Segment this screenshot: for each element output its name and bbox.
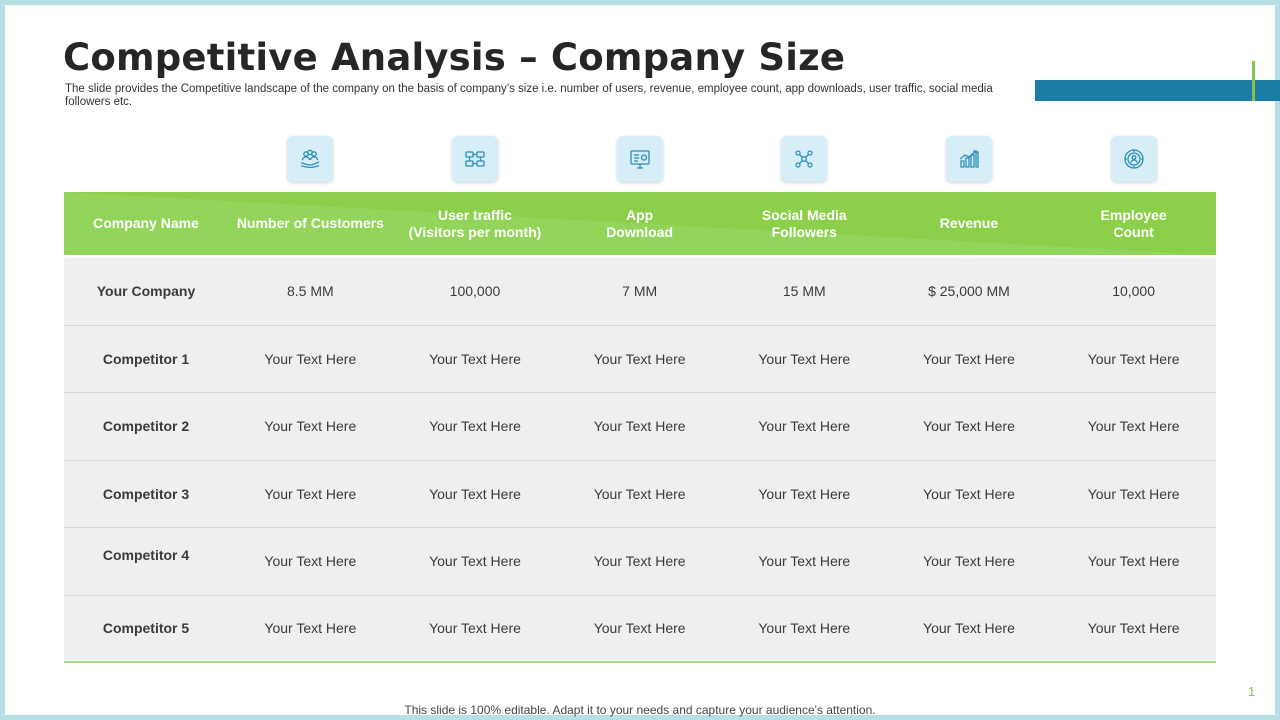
competitive-table: Company Name Number of Customers User tr… bbox=[64, 192, 1216, 663]
table-cell: Your Text Here bbox=[593, 553, 686, 570]
table-cell: Your Text Here bbox=[429, 418, 521, 435]
table-cell: Your Text Here bbox=[1087, 553, 1180, 570]
table-cell: Your Text Here bbox=[264, 350, 357, 367]
customers-icon bbox=[287, 136, 334, 182]
header-shade bbox=[64, 192, 1216, 255]
table-cell: $ 25,000 MM bbox=[928, 283, 1010, 300]
header-number-of-customers: Number of Customers bbox=[236, 215, 384, 231]
table-row: Competitor 2 Your Text Here Your Text He… bbox=[64, 393, 1216, 461]
table-cell: Your Text Here bbox=[593, 418, 686, 435]
table-cell: Your Text Here bbox=[264, 620, 357, 637]
header-employee-count: Employee Count bbox=[1100, 206, 1167, 240]
table-cell: Your Text Here bbox=[1087, 418, 1180, 435]
table-row: Competitor 5 Your Text Here Your Text He… bbox=[64, 595, 1216, 663]
header-revenue: Revenue bbox=[939, 215, 999, 231]
row-company-name: Competitor 5 bbox=[102, 620, 190, 637]
page-subtitle: The slide provides the Competitive lands… bbox=[65, 83, 993, 108]
table-cell: Your Text Here bbox=[758, 553, 851, 570]
revenue-icon bbox=[946, 136, 993, 182]
row-company-name: Competitor 4 bbox=[102, 547, 190, 563]
table-cell: Your Text Here bbox=[923, 485, 1015, 502]
row-company-name: Competitor 1 bbox=[102, 350, 190, 367]
table-cell: Your Text Here bbox=[593, 620, 686, 637]
table-cell: Your Text Here bbox=[923, 418, 1015, 435]
table-cell: Your Text Here bbox=[264, 418, 357, 435]
table-cell: Your Text Here bbox=[429, 620, 521, 637]
app-download-icon bbox=[616, 136, 663, 182]
row-company-name: Your Company bbox=[96, 283, 196, 300]
table-row: Your Company 8.5 MM 100,000 7 MM 15 MM $… bbox=[64, 258, 1216, 326]
table-cell: Your Text Here bbox=[593, 350, 686, 367]
header-app-download: App Download bbox=[606, 206, 674, 240]
table-cell: Your Text Here bbox=[923, 620, 1015, 637]
table-row: Competitor 3 Your Text Here Your Text He… bbox=[64, 460, 1216, 528]
table-row: Competitor 4 Your Text Here Your Text He… bbox=[64, 528, 1216, 596]
social-media-icon bbox=[781, 136, 828, 182]
header-company-name: Company Name bbox=[93, 215, 199, 231]
header-icons bbox=[228, 136, 1216, 182]
footer-note: This slide is 100% editable. Adapt it to… bbox=[404, 703, 876, 717]
table-cell: Your Text Here bbox=[758, 620, 851, 637]
table-body: Your Company 8.5 MM 100,000 7 MM 15 MM $… bbox=[64, 258, 1216, 663]
table-cell: Your Text Here bbox=[758, 485, 851, 502]
table-cell: 7 MM bbox=[622, 283, 658, 300]
table-cell: Your Text Here bbox=[923, 350, 1015, 367]
table-cell: Your Text Here bbox=[758, 418, 851, 435]
table-cell: 100,000 bbox=[449, 283, 501, 300]
employee-icon bbox=[1110, 136, 1157, 182]
table-cell: Your Text Here bbox=[264, 485, 357, 502]
table-cell: Your Text Here bbox=[923, 553, 1015, 570]
table-header: Company Name Number of Customers User tr… bbox=[64, 192, 1216, 255]
table-cell: 10,000 bbox=[1112, 283, 1156, 300]
table-cell: Your Text Here bbox=[593, 485, 686, 502]
table-cell: 8.5 MM bbox=[286, 283, 334, 300]
accent-bar bbox=[1035, 80, 1280, 101]
table-cell: Your Text Here bbox=[429, 350, 521, 367]
row-company-name: Competitor 3 bbox=[102, 485, 190, 502]
table-cell: Your Text Here bbox=[1087, 620, 1180, 637]
page-title: Competitive Analysis – Company Size bbox=[63, 36, 846, 79]
accent-line bbox=[1252, 61, 1255, 101]
table-cell: Your Text Here bbox=[758, 350, 851, 367]
page-number: 1 bbox=[1248, 684, 1256, 699]
table-cell: 15 MM bbox=[782, 283, 826, 300]
user-traffic-icon bbox=[452, 136, 498, 182]
row-company-name: Competitor 2 bbox=[102, 418, 190, 435]
table-cell: Your Text Here bbox=[1087, 350, 1180, 367]
header-social-media-followers: Social Media Followers bbox=[761, 206, 847, 240]
table-cell: Your Text Here bbox=[429, 553, 521, 570]
header-user-traffic: User traffic (Visitors per month) bbox=[408, 206, 542, 240]
table-cell: Your Text Here bbox=[429, 485, 521, 502]
table-row: Competitor 1 Your Text Here Your Text He… bbox=[64, 325, 1216, 393]
table-cell: Your Text Here bbox=[1087, 485, 1180, 502]
table-cell: Your Text Here bbox=[264, 553, 357, 570]
